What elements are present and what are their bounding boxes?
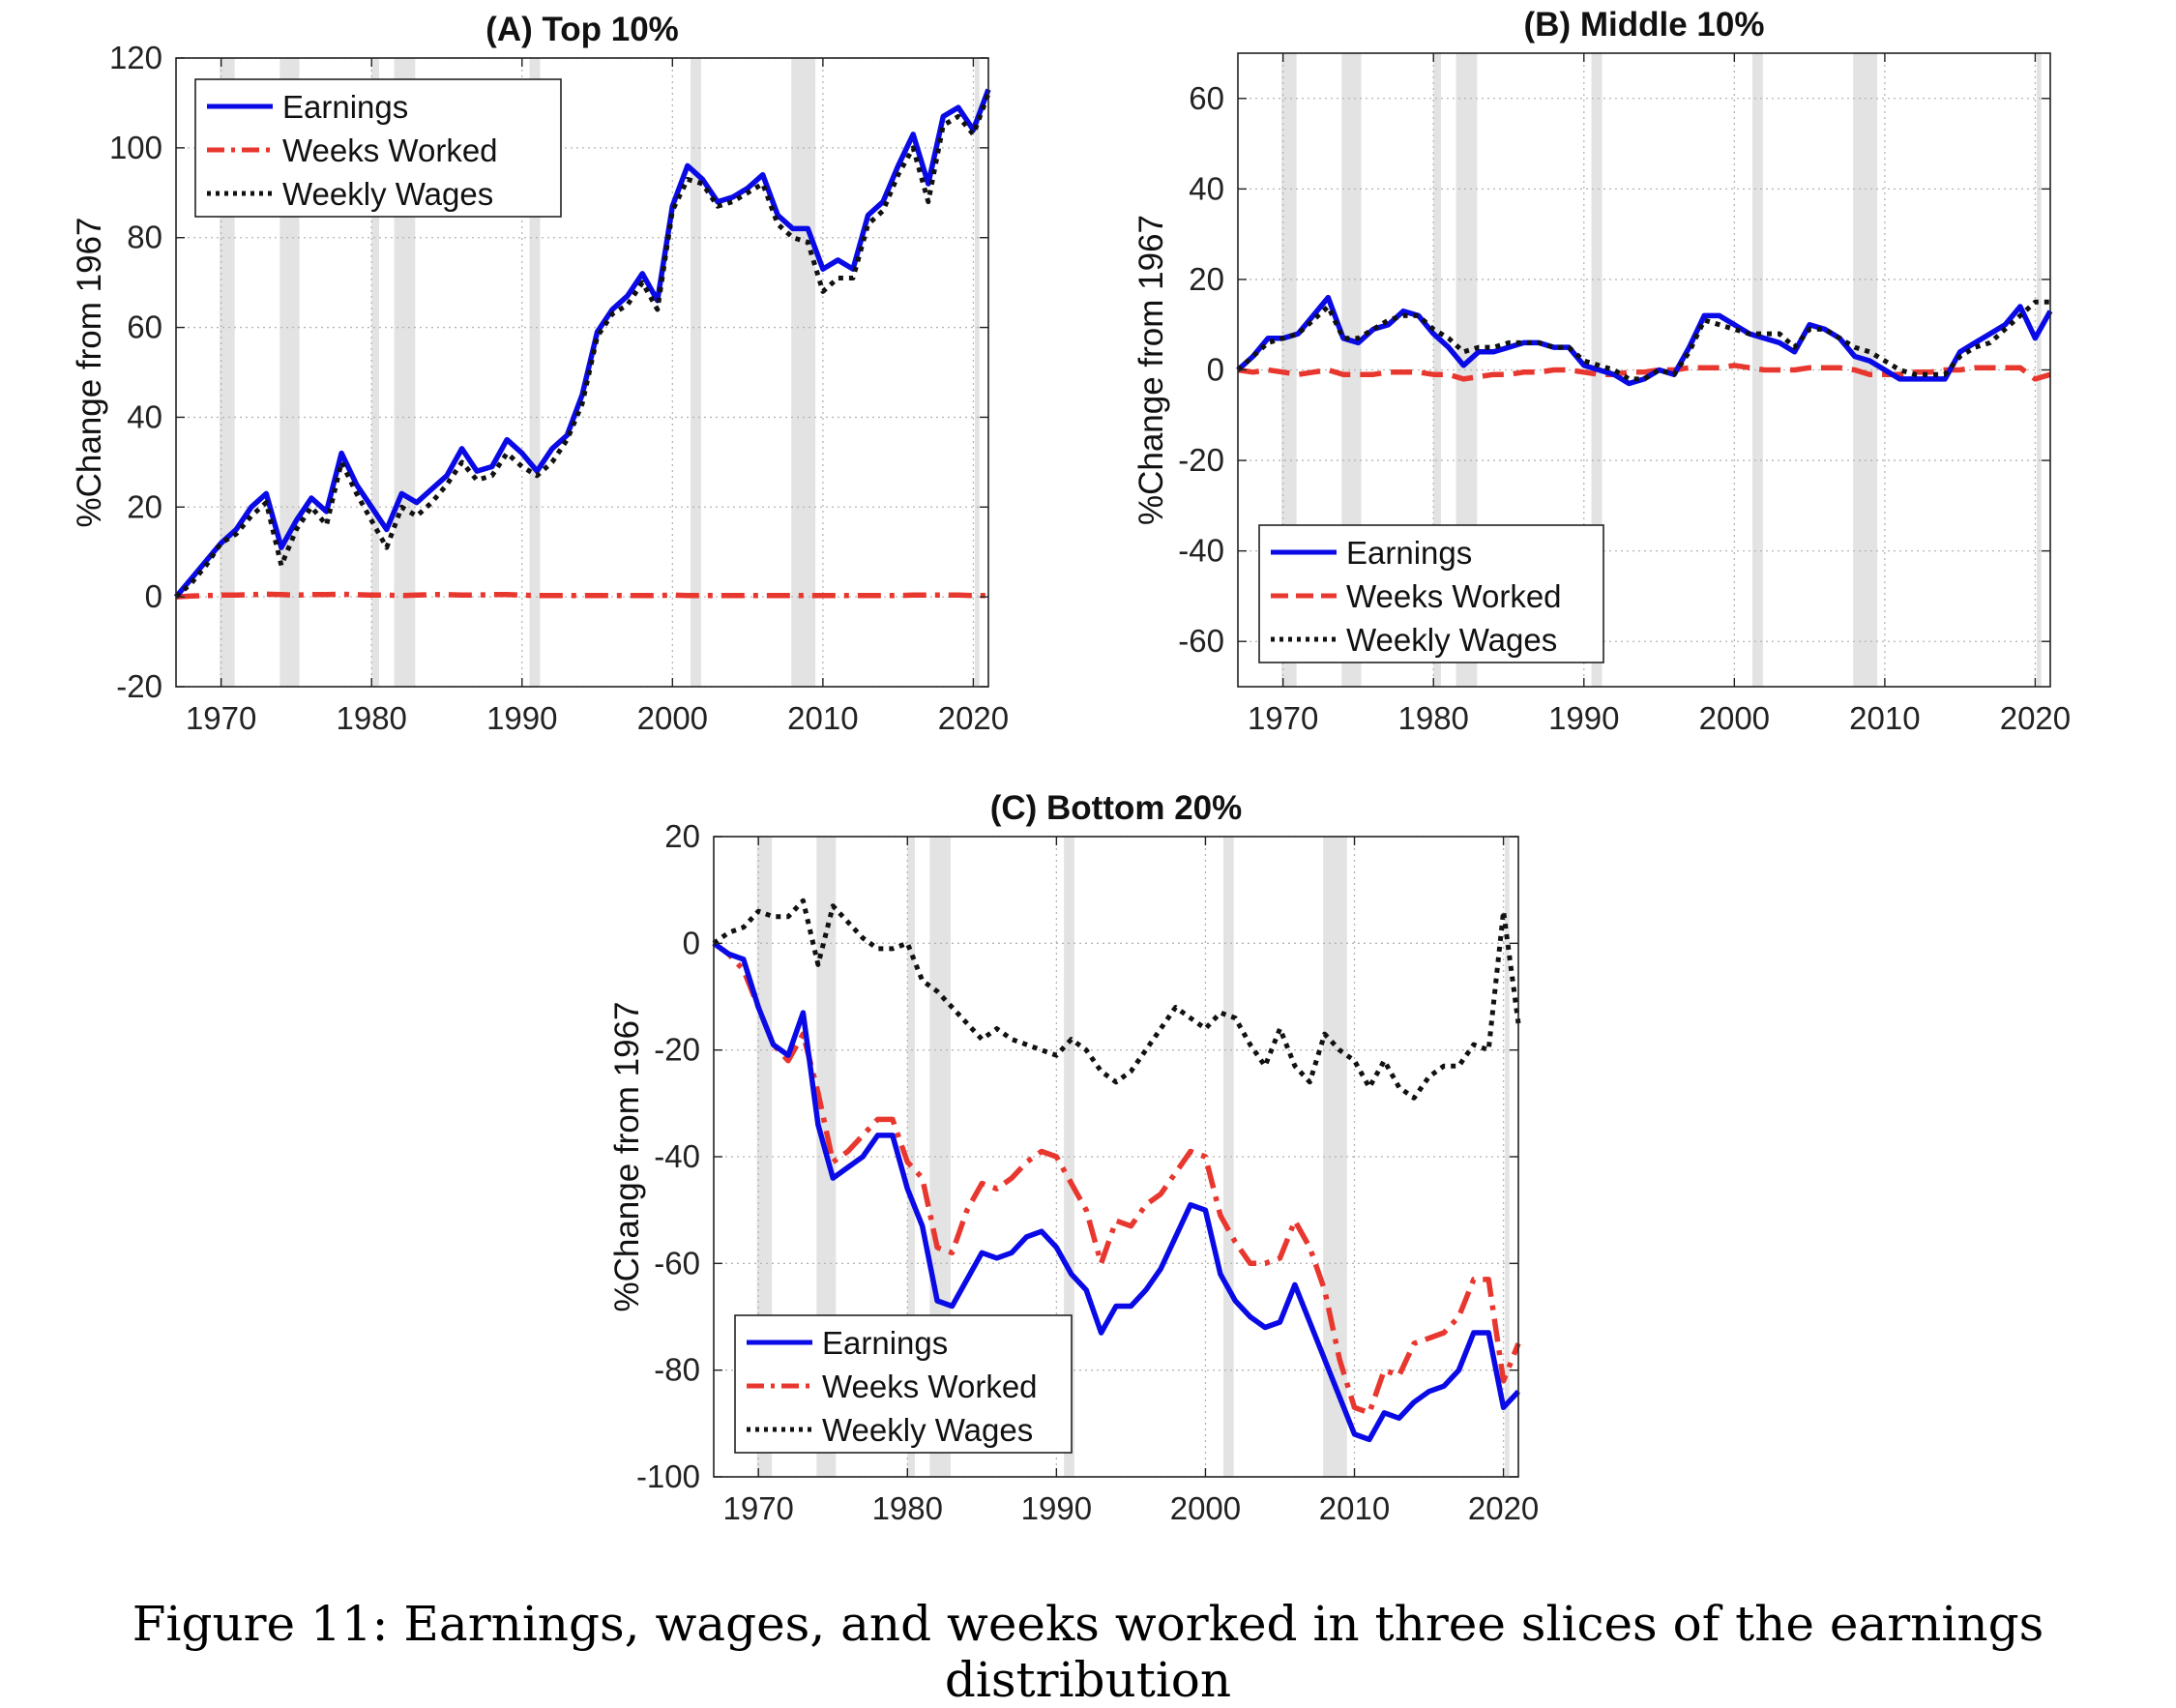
chart-title: (A) Top 10%	[485, 11, 679, 48]
x-tick-label: 1970	[186, 700, 256, 736]
series-line-earnings	[1236, 294, 2053, 387]
x-tick-label: 1970	[723, 1490, 794, 1526]
x-tick-label: 2010	[1849, 700, 1920, 736]
legend-label-weeks: Weeks Worked	[1346, 578, 1562, 614]
x-tick-label: 2010	[787, 700, 858, 736]
x-tick-label: 1980	[337, 700, 407, 736]
y-tick-label: 0	[683, 925, 700, 960]
x-tick-label: 1970	[1248, 700, 1318, 736]
y-tick-label: 0	[1207, 352, 1224, 388]
legend-label-earnings: Earnings	[822, 1325, 948, 1361]
y-tick-label: -40	[654, 1138, 700, 1174]
x-tick-label: 2020	[938, 700, 1009, 736]
legend-label-weeks: Weeks Worked	[282, 133, 498, 168]
x-tick-label: 1990	[1021, 1490, 1092, 1526]
legend-label-earnings: Earnings	[1346, 535, 1472, 571]
recession-band-2	[1433, 53, 1441, 687]
y-axis-label: %Change from 1967	[71, 217, 108, 527]
x-tick-label: 2000	[1170, 1490, 1241, 1526]
series-line-weeks	[712, 941, 1521, 1416]
legend: Earnings Weeks Worked Weekly Wages	[1258, 524, 1604, 663]
x-tick-label: 2000	[637, 700, 708, 736]
recession-band-7	[1505, 837, 1510, 1477]
y-tick-label: 20	[127, 488, 162, 524]
legend-label-weeks: Weeks Worked	[822, 1369, 1038, 1404]
x-tick-label: 2000	[1699, 700, 1770, 736]
y-tick-label: 0	[145, 578, 162, 614]
chart-title: (C) Bottom 20%	[990, 789, 1243, 827]
x-tick-label: 1980	[872, 1490, 943, 1526]
y-tick-label: -60	[1178, 623, 1224, 659]
legend-label-wages: Weekly Wages	[822, 1412, 1033, 1448]
chart-panel-a: 1970 1980 1990 2000 2010 2020 -20 0 20 40 60 80 100 1…	[71, 11, 1009, 736]
legend: Earnings Weeks Worked Weekly Wages	[734, 1314, 1073, 1454]
x-tick-label: 1990	[486, 700, 557, 736]
y-tick-label: 20	[1189, 261, 1224, 297]
grid	[176, 57, 988, 688]
y-tick-label: 20	[664, 818, 700, 854]
recession-band-5	[691, 58, 701, 687]
recession-band-6	[791, 58, 816, 687]
y-tick-label: 80	[127, 220, 162, 255]
y-tick-label: 40	[127, 398, 162, 434]
legend-label-wages: Weekly Wages	[1346, 622, 1557, 658]
legend: Earnings Weeks Worked Weekly Wages	[194, 78, 562, 218]
y-tick-label: 40	[1189, 170, 1224, 206]
y-tick-label: -20	[654, 1032, 700, 1068]
y-tick-label: -20	[1178, 442, 1224, 478]
y-axis-label: %Change from 1967	[608, 1001, 646, 1311]
recession-band-4	[529, 58, 541, 687]
y-tick-label: -20	[116, 668, 162, 704]
y-tick-label: -60	[654, 1245, 700, 1281]
legend-label-wages: Weekly Wages	[282, 176, 493, 212]
series-line-wages	[174, 93, 991, 599]
chart-title: (B) Middle 10%	[1524, 6, 1765, 44]
x-tick-label: 1990	[1548, 700, 1619, 736]
x-tick-label: 1980	[1398, 700, 1469, 736]
chart-panel-c: 1970 1980 1990 2000 2010 2020 -100 -80 -60 -40 -20…	[608, 789, 1539, 1526]
series-line-earnings	[712, 941, 1521, 1443]
series-line-wages	[1236, 299, 2050, 382]
x-tick-label: 2010	[1319, 1490, 1390, 1526]
y-tick-label: 120	[109, 40, 162, 75]
y-tick-label: -40	[1178, 533, 1224, 569]
figure-caption: Figure 11: Earnings, wages, and weeks wo…	[132, 1596, 2044, 1708]
y-tick-label: 100	[109, 130, 162, 165]
y-tick-label: 60	[1189, 80, 1224, 116]
recession-band-5	[1752, 53, 1763, 687]
legend-label-earnings: Earnings	[282, 89, 408, 125]
chart-panel-b: 1970 1980 1990 2000 2010 2020 -60 -40 -20 0 20 40 60…	[1132, 6, 2071, 736]
axes-frame	[175, 57, 989, 688]
x-tick-label: 2020	[1468, 1490, 1539, 1526]
y-tick-label: -100	[636, 1458, 700, 1494]
series-line-wages	[712, 898, 1521, 1101]
x-tick-label: 2020	[2000, 700, 2071, 736]
y-tick-label: -80	[654, 1352, 700, 1388]
y-axis-label: %Change from 1967	[1132, 215, 1170, 525]
y-tick-label: 60	[127, 309, 162, 345]
recession-band-5	[1222, 837, 1234, 1477]
recession-band-7	[975, 58, 980, 687]
recession-band-2	[371, 58, 379, 687]
